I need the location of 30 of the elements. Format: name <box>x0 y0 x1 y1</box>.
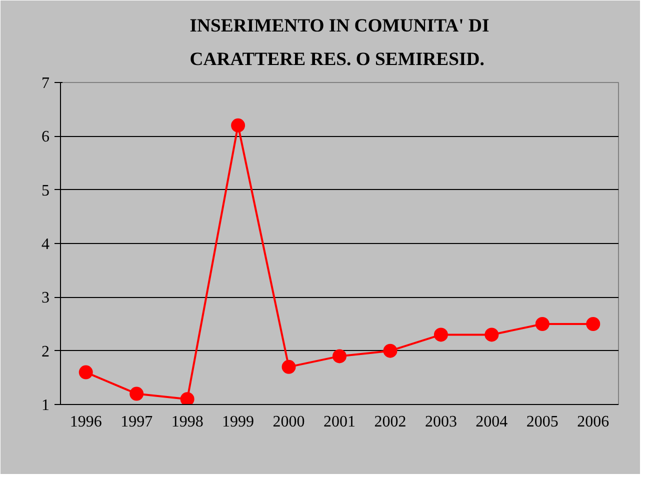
x-tick-label: 2006 <box>577 414 610 430</box>
point <box>484 328 499 342</box>
x-tick-label: 1999 <box>222 414 254 430</box>
point <box>383 344 398 358</box>
x-tick-label: 2001 <box>324 414 356 430</box>
point <box>434 328 448 342</box>
x-tick-label: 1998 <box>171 414 204 430</box>
x-tick-label: 2005 <box>526 414 558 430</box>
x-tick-label: 2004 <box>476 414 508 430</box>
point <box>535 317 550 331</box>
y-tick-label: 6 <box>42 128 50 146</box>
y-tick-label: 1 <box>42 397 50 414</box>
x-tick-label: 2003 <box>424 414 457 430</box>
point <box>78 365 93 380</box>
y-tick-label: 7 <box>42 75 50 92</box>
point <box>231 118 246 132</box>
x-tick-label: 2000 <box>272 414 305 430</box>
x-tick-label: 1996 <box>70 414 102 430</box>
x-tick-label: 1997 <box>120 414 153 430</box>
point <box>130 386 144 401</box>
y-tick-label: 4 <box>42 236 50 253</box>
point <box>282 360 296 374</box>
x-tick-label: 2002 <box>374 414 406 430</box>
chart-title: INSERIMENTO IN COMUNITA' DI CARATTERE RES. O SEMIRESID. <box>190 15 490 70</box>
y-tick-label: 3 <box>42 290 50 307</box>
point <box>332 349 346 364</box>
y-tick-label: 2 <box>42 343 50 360</box>
point <box>586 317 600 331</box>
y-tick-label: 5 <box>42 182 50 200</box>
point <box>180 392 194 404</box>
